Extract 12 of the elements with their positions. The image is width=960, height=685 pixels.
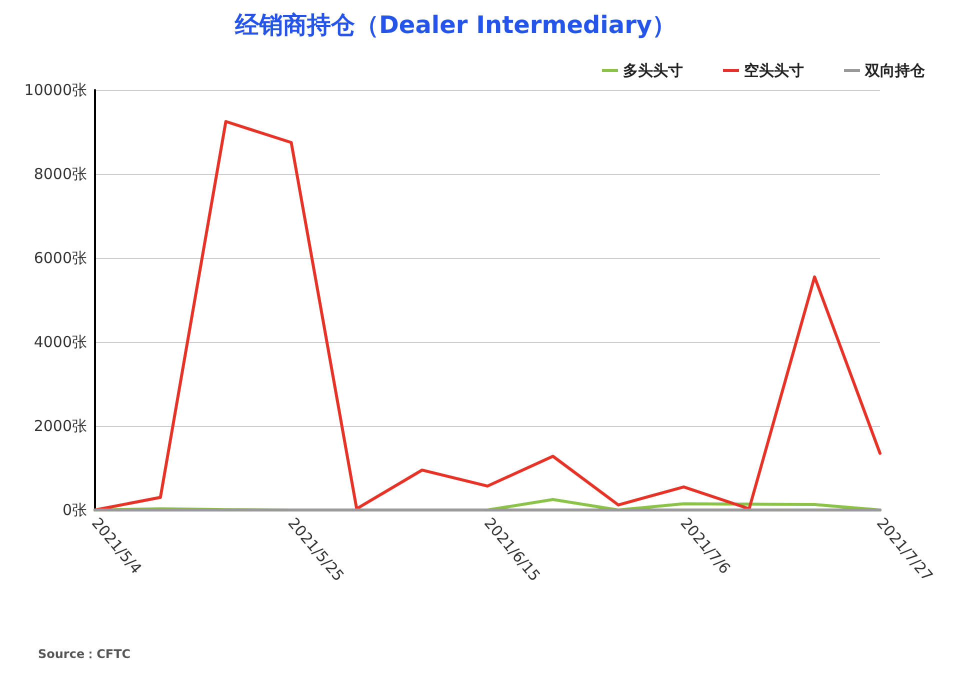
y-tick-label: 2000张 — [34, 417, 87, 435]
y-tick-label: 6000张 — [34, 249, 87, 267]
legend-label: 多头头寸 — [623, 62, 683, 80]
legend-label: 空头头寸 — [744, 62, 804, 80]
source-note: Source：CFTC — [38, 647, 131, 661]
y-tick-label: 10000张 — [24, 81, 87, 99]
y-tick-label: 0张 — [62, 501, 87, 519]
line-series — [94, 120, 882, 512]
y-tick-label: 4000张 — [34, 333, 87, 351]
y-tick-label: 8000张 — [34, 165, 87, 183]
legend-label: 双向持仓 — [864, 62, 926, 80]
chart-title: 经销商持仓（Dealer Intermediary） — [234, 11, 676, 39]
